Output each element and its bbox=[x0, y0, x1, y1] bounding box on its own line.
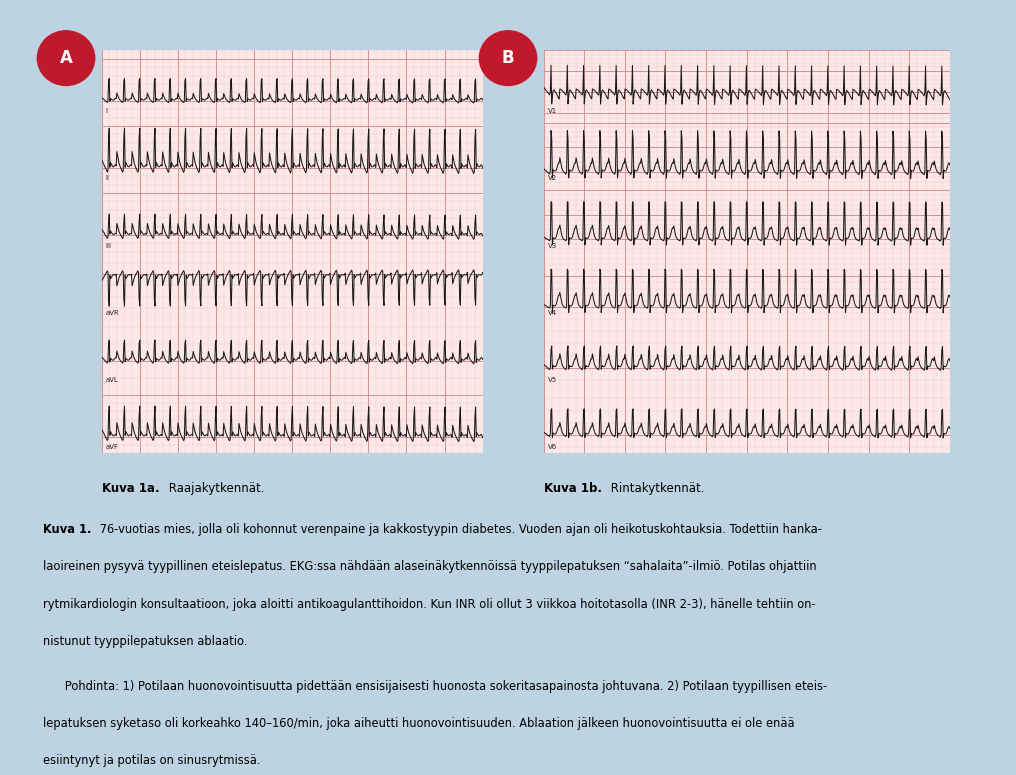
Text: V1: V1 bbox=[548, 109, 557, 114]
Text: V3: V3 bbox=[548, 243, 557, 249]
Text: esiintynyt ja potilas on sinusrytmissä.: esiintynyt ja potilas on sinusrytmissä. bbox=[43, 754, 260, 767]
Text: B: B bbox=[502, 49, 514, 67]
Text: Kuva 1.: Kuva 1. bbox=[43, 523, 91, 536]
Text: Kuva 1b.: Kuva 1b. bbox=[544, 482, 601, 495]
Text: V6: V6 bbox=[548, 444, 557, 450]
Text: laoireinen pysyvä tyypillinen eteislepatus. EKG:ssa nähdään alaseinäkytkennöissä: laoireinen pysyvä tyypillinen eteislepat… bbox=[43, 560, 816, 574]
Text: V4: V4 bbox=[548, 310, 557, 315]
Text: V5: V5 bbox=[548, 377, 557, 383]
Text: A: A bbox=[60, 49, 72, 67]
Text: Kuva 1a.: Kuva 1a. bbox=[102, 482, 160, 495]
Text: Raajakytkennät.: Raajakytkennät. bbox=[165, 482, 264, 495]
Text: aVL: aVL bbox=[106, 377, 118, 383]
Circle shape bbox=[38, 31, 94, 85]
Text: Pohdinta: 1) Potilaan huonovointisuutta pidettään ensisijaisesti huonosta sokeri: Pohdinta: 1) Potilaan huonovointisuutta … bbox=[43, 680, 827, 693]
Text: aVR: aVR bbox=[106, 310, 119, 315]
Text: III: III bbox=[106, 243, 112, 249]
Text: II: II bbox=[106, 175, 110, 181]
Text: V2: V2 bbox=[548, 175, 557, 181]
Text: I: I bbox=[106, 109, 108, 114]
Text: aVF: aVF bbox=[106, 444, 119, 450]
Text: rytmikardiologin konsultaatioon, joka aloitti antikoagulanttihoidon. Kun INR oli: rytmikardiologin konsultaatioon, joka al… bbox=[43, 598, 815, 611]
Text: Rintakytkennät.: Rintakytkennät. bbox=[607, 482, 704, 495]
Text: 76-vuotias mies, jolla oli kohonnut verenpaine ja kakkostyypin diabetes. Vuoden : 76-vuotias mies, jolla oli kohonnut vere… bbox=[96, 523, 821, 536]
Circle shape bbox=[480, 31, 536, 85]
Text: nistunut tyyppilepatuksen ablaatio.: nistunut tyyppilepatuksen ablaatio. bbox=[43, 635, 247, 648]
Text: lepatuksen syketaso oli korkeahko 140–160/min, joka aiheutti huonovointisuuden. : lepatuksen syketaso oli korkeahko 140–16… bbox=[43, 717, 795, 730]
